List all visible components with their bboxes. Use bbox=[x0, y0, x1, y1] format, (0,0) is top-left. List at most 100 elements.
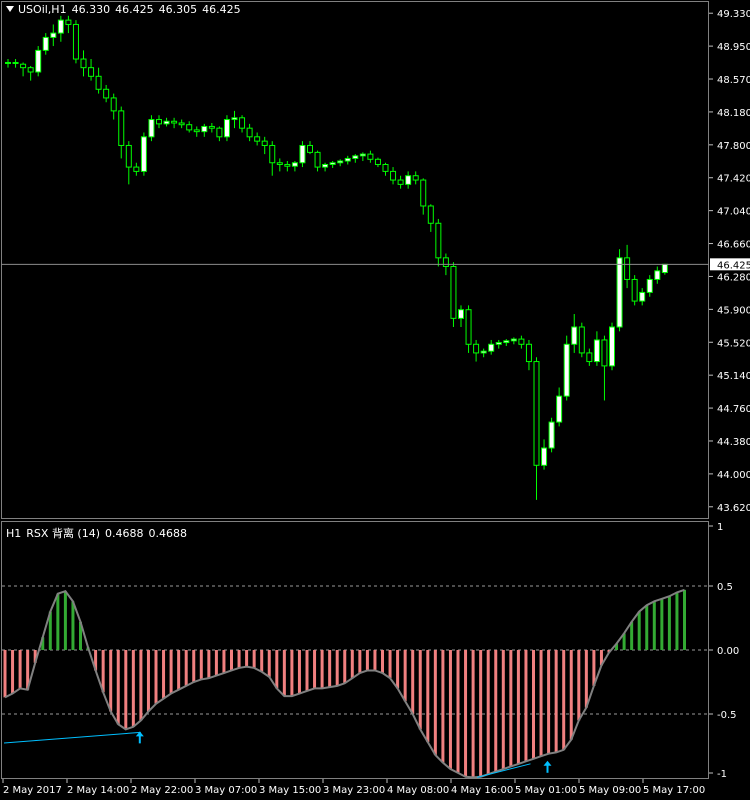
indicator-frame bbox=[1, 521, 709, 779]
histogram-bar bbox=[509, 650, 513, 767]
histogram-bar bbox=[56, 593, 60, 650]
indicator-tick-label: 0.5 bbox=[717, 582, 733, 593]
candle-body bbox=[624, 257, 631, 280]
time-tick-label: 5 May 01:00 bbox=[515, 785, 577, 796]
histogram-bar bbox=[267, 650, 271, 677]
histogram-bar bbox=[652, 601, 656, 650]
histogram-bar bbox=[456, 650, 460, 773]
candle bbox=[57, 15, 64, 42]
candle-body bbox=[201, 125, 208, 133]
indicator-tick-label: -0.5 bbox=[717, 710, 737, 721]
candle bbox=[563, 335, 570, 401]
indicator-value-2: 0.4688 bbox=[148, 527, 188, 540]
candle bbox=[239, 115, 246, 133]
histogram-bar bbox=[388, 650, 392, 679]
histogram-bar bbox=[169, 650, 173, 694]
indicator-header[interactable]: H1 RSX 背离 (14) 0.4688 0.4688 bbox=[6, 525, 187, 541]
histogram-bar bbox=[41, 637, 45, 650]
histogram-bar bbox=[335, 650, 339, 686]
candle bbox=[503, 339, 510, 347]
candle bbox=[88, 59, 95, 81]
candle bbox=[246, 123, 253, 142]
indicator-tick-label: 0.00 bbox=[717, 646, 739, 657]
candle-body bbox=[223, 119, 230, 138]
candle-body bbox=[639, 291, 646, 302]
candle bbox=[27, 65, 34, 81]
candle bbox=[42, 33, 49, 55]
divergence-line bbox=[3, 731, 141, 744]
candle-body bbox=[20, 63, 27, 69]
histogram-bar bbox=[3, 650, 7, 698]
candle bbox=[148, 115, 155, 142]
candle bbox=[125, 141, 132, 185]
candle-body bbox=[57, 19, 64, 34]
candle bbox=[269, 141, 276, 176]
current-price-box bbox=[710, 258, 750, 271]
candle bbox=[495, 339, 502, 349]
candle bbox=[661, 263, 668, 275]
candle-body bbox=[442, 257, 449, 267]
histogram-bar bbox=[683, 589, 686, 650]
time-tick-label: 5 May 17:00 bbox=[643, 785, 705, 796]
candle bbox=[95, 67, 102, 94]
candle-body bbox=[661, 263, 668, 274]
candle bbox=[314, 150, 321, 172]
candle-body bbox=[246, 127, 253, 138]
candle-body bbox=[133, 166, 140, 172]
candle-body bbox=[435, 222, 442, 259]
candle-body bbox=[171, 120, 178, 124]
ohlc-low: 46.305 bbox=[158, 3, 198, 16]
histogram-bar bbox=[630, 621, 634, 650]
time-tick-label: 2 May 2017 bbox=[3, 785, 62, 796]
price-tick-label: 45.520 bbox=[717, 338, 750, 349]
candle bbox=[50, 24, 57, 47]
histogram-bar bbox=[109, 650, 113, 712]
histogram-bar bbox=[154, 650, 158, 704]
histogram-bar bbox=[494, 650, 498, 772]
histogram-bar bbox=[94, 650, 98, 671]
rsx-curve bbox=[4, 588, 685, 779]
price-tick-label: 46.660 bbox=[717, 240, 750, 251]
time-tick-label: 2 May 14:00 bbox=[67, 785, 129, 796]
histogram-bar bbox=[667, 596, 671, 650]
candle bbox=[631, 275, 638, 306]
dropdown-triangle-icon[interactable] bbox=[6, 6, 14, 12]
price-tick-label: 45.140 bbox=[717, 371, 750, 382]
candle-body bbox=[95, 75, 102, 90]
candle bbox=[299, 141, 306, 168]
histogram-bar bbox=[464, 650, 468, 777]
histogram-bar bbox=[411, 650, 415, 714]
histogram-bar bbox=[501, 650, 505, 770]
candle-body bbox=[616, 257, 623, 328]
histogram-bar bbox=[139, 650, 143, 721]
candle-body bbox=[269, 144, 276, 164]
candle bbox=[261, 136, 268, 155]
histogram-bar bbox=[516, 650, 520, 764]
histogram-bar bbox=[116, 650, 120, 725]
candle-body bbox=[337, 160, 344, 164]
candle-body bbox=[88, 67, 95, 77]
time-tick-label: 5 May 09:00 bbox=[579, 785, 641, 796]
candle bbox=[284, 161, 291, 172]
candle-body bbox=[646, 278, 653, 293]
histogram-bar bbox=[313, 650, 317, 689]
candle bbox=[359, 152, 366, 162]
candle bbox=[231, 110, 238, 129]
candle bbox=[518, 335, 525, 349]
histogram-bar bbox=[403, 650, 407, 702]
main-chart-header[interactable]: USOil,H1 46.330 46.425 46.305 46.425 bbox=[6, 3, 241, 16]
candle bbox=[382, 162, 389, 176]
candle-body bbox=[578, 326, 585, 354]
candle-body bbox=[450, 265, 457, 319]
candle-body bbox=[193, 129, 200, 133]
price-axis: 49.330 48.950 48.570 48.180 47.800 47.420 47.0… bbox=[709, 9, 750, 514]
time-tick-label: 4 May 16:00 bbox=[451, 785, 513, 796]
candle bbox=[65, 15, 72, 34]
candle-body bbox=[427, 205, 434, 224]
candle bbox=[556, 387, 563, 427]
histogram-bar bbox=[562, 650, 566, 750]
candle-body bbox=[314, 151, 321, 168]
histogram-bar bbox=[486, 650, 490, 775]
histogram-bar bbox=[131, 650, 135, 727]
